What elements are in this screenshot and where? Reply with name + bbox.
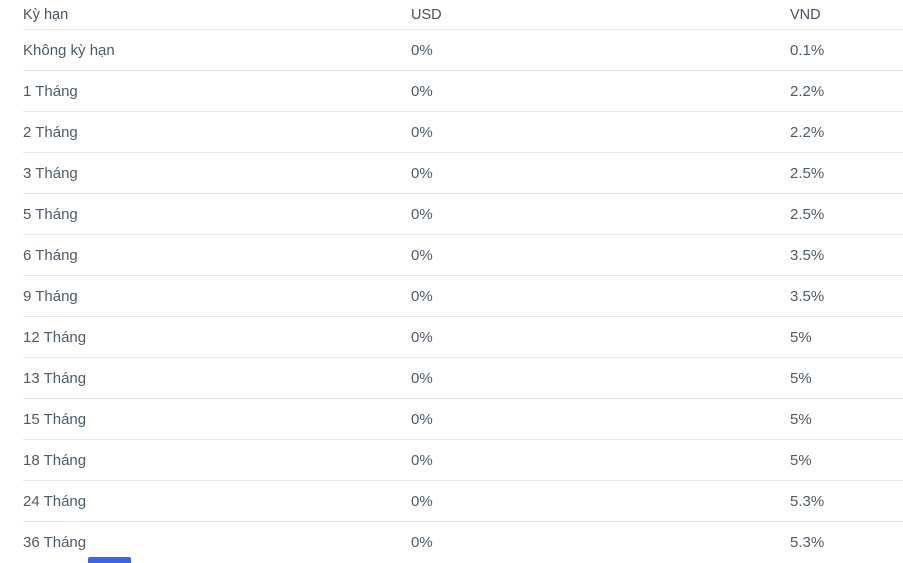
table-row: 18 Tháng 0% 5% (23, 439, 903, 480)
cell-vnd: 0.1% (790, 41, 825, 59)
cell-usd: 0% (411, 123, 433, 141)
cell-term: 6 Tháng (23, 246, 78, 264)
cell-term: 12 Tháng (23, 328, 87, 346)
cell-term: 15 Tháng (23, 410, 87, 428)
cell-term: 1 Tháng (23, 82, 78, 100)
cell-vnd: 2.5% (790, 164, 825, 182)
cell-vnd: 2.2% (790, 123, 825, 141)
cell-term: 5 Tháng (23, 205, 78, 223)
table-header-row: Kỳ hạn USD VND (23, 0, 903, 29)
cell-vnd: 5% (790, 451, 812, 469)
cell-vnd: 5.3% (790, 533, 825, 551)
cell-usd: 0% (411, 82, 433, 100)
cell-usd: 0% (411, 328, 433, 346)
cell-term: Không kỳ hạn (23, 41, 115, 59)
cell-term: 13 Tháng (23, 369, 87, 387)
cell-term: 18 Tháng (23, 451, 87, 469)
cell-term: 24 Tháng (23, 492, 87, 510)
cell-usd: 0% (411, 410, 433, 428)
cell-usd: 0% (411, 287, 433, 305)
cell-usd: 0% (411, 369, 433, 387)
cell-usd: 0% (411, 164, 433, 182)
cell-usd: 0% (411, 533, 433, 551)
column-header-vnd: VND (790, 6, 821, 23)
cell-vnd: 3.5% (790, 287, 825, 305)
cell-usd: 0% (411, 451, 433, 469)
cell-term: 9 Tháng (23, 287, 78, 305)
cell-vnd: 5% (790, 328, 812, 346)
table-row: 2 Tháng 0% 2.2% (23, 111, 903, 152)
cell-vnd: 2.5% (790, 205, 825, 223)
table-row: 12 Tháng 0% 5% (23, 316, 903, 357)
table-row: 15 Tháng 0% 5% (23, 398, 903, 439)
cell-vnd: 2.2% (790, 82, 825, 100)
table-row: 5 Tháng 0% 2.5% (23, 193, 903, 234)
table-row: 1 Tháng 0% 2.2% (23, 70, 903, 111)
cell-vnd: 5% (790, 410, 812, 428)
cell-term: 3 Tháng (23, 164, 78, 182)
table-row: 24 Tháng 0% 5.3% (23, 480, 903, 521)
cropped-blue-element (88, 557, 131, 563)
cell-vnd: 3.5% (790, 246, 825, 264)
table-row: 6 Tháng 0% 3.5% (23, 234, 903, 275)
cell-usd: 0% (411, 492, 433, 510)
cell-vnd: 5% (790, 369, 812, 387)
cell-term: 36 Tháng (23, 533, 87, 551)
table-row: Không kỳ hạn 0% 0.1% (23, 29, 903, 70)
cell-vnd: 5.3% (790, 492, 825, 510)
column-header-usd: USD (411, 6, 442, 23)
cell-term: 2 Tháng (23, 123, 78, 141)
table-row: 36 Tháng 0% 5.3% (23, 521, 903, 562)
table-row: 13 Tháng 0% 5% (23, 357, 903, 398)
table-row: 9 Tháng 0% 3.5% (23, 275, 903, 316)
table-row: 3 Tháng 0% 2.5% (23, 152, 903, 193)
column-header-term: Kỳ hạn (23, 6, 69, 23)
cell-usd: 0% (411, 205, 433, 223)
rate-table-body: Không kỳ hạn 0% 0.1% 1 Tháng 0% 2.2% 2 Tháng 0%… (0, 29, 903, 562)
cell-usd: 0% (411, 246, 433, 264)
cell-usd: 0% (411, 41, 433, 59)
